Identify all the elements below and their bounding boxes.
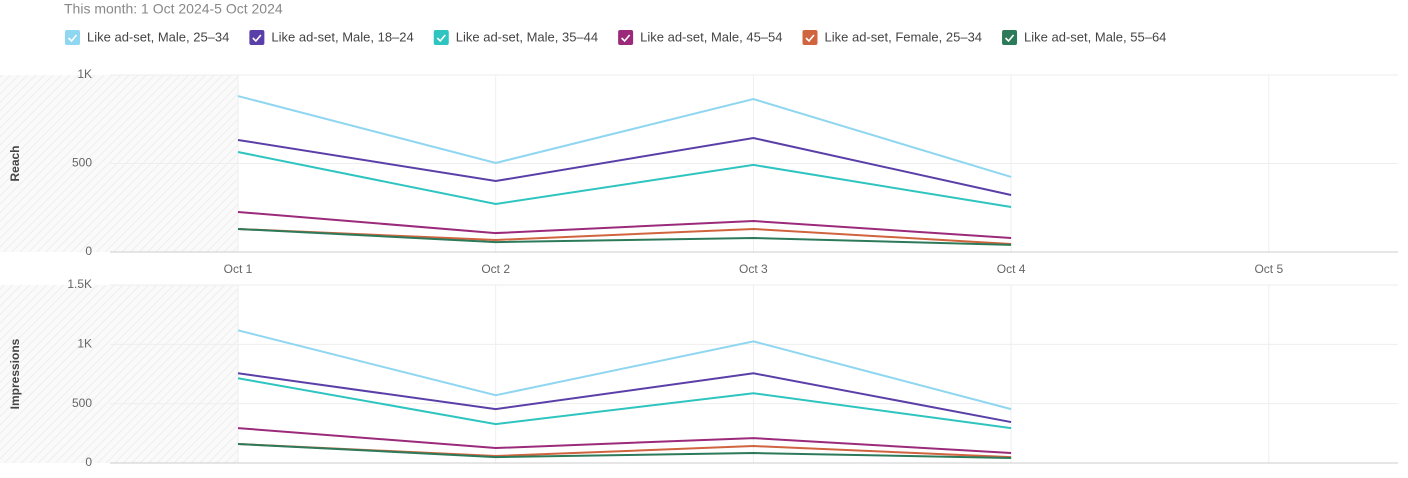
y-axis-title: Impressions <box>8 338 22 409</box>
y-tick-label: 1.5K <box>67 277 92 291</box>
legend-label[interactable]: Like ad-set, Male, 55–64 <box>1024 29 1166 44</box>
y-tick-label: 1K <box>77 67 92 81</box>
legend-checkbox[interactable] <box>65 30 80 45</box>
legend-check <box>805 34 815 43</box>
x-tick-label: Oct 1 <box>224 262 253 276</box>
legend-label[interactable]: Like ad-set, Male, 25–34 <box>87 29 229 44</box>
y-axis-title: Reach <box>8 145 22 181</box>
x-tick-label: Oct 4 <box>997 262 1026 276</box>
legend: Like ad-set, Male, 25–34 Like ad-set, Mal… <box>65 29 1166 45</box>
series-line <box>237 151 1012 209</box>
y-tick-label: 1K <box>77 337 92 351</box>
legend-checkbox[interactable] <box>618 30 634 45</box>
series-line <box>237 227 1012 246</box>
series-line <box>237 227 1012 246</box>
x-tick-label: Oct 2 <box>481 262 510 276</box>
out-of-range-band <box>0 285 238 463</box>
legend-checkbox[interactable] <box>1002 30 1018 45</box>
series-line <box>237 95 1012 178</box>
series-line <box>237 443 1012 460</box>
series-line <box>237 377 1012 430</box>
legend-check <box>1004 34 1015 43</box>
legend-label[interactable]: Like ad-set, Female, 25–34 <box>825 29 983 44</box>
y-tick-label: 500 <box>72 396 92 410</box>
legend-label[interactable]: Like ad-set, Male, 45–54 <box>640 29 782 44</box>
y-tick-label: 500 <box>72 156 92 170</box>
legend-label[interactable]: Like ad-set, Male, 18–24 <box>271 29 413 44</box>
legend-check <box>436 34 446 43</box>
legend-check <box>67 34 78 43</box>
legend-label[interactable]: Like ad-set, Male, 35–44 <box>456 29 598 44</box>
subtitle: This month: 1 Oct 2024-5 Oct 2024 <box>64 1 283 17</box>
x-tick-label: Oct 5 <box>1254 262 1283 276</box>
series-line <box>237 211 1012 240</box>
y-tick-label: 0 <box>85 244 92 258</box>
legend-checkbox[interactable] <box>433 30 449 45</box>
legend-check <box>621 34 631 43</box>
series-line <box>237 427 1012 455</box>
series-line <box>237 136 1012 196</box>
legend-checkbox[interactable] <box>249 30 265 45</box>
legend-check <box>252 34 262 43</box>
series-line <box>237 329 1012 411</box>
series-line <box>237 372 1012 424</box>
x-tick-label: Oct 3 <box>739 262 768 276</box>
legend-checkbox[interactable] <box>802 30 818 45</box>
y-tick-label: 0 <box>85 455 92 469</box>
